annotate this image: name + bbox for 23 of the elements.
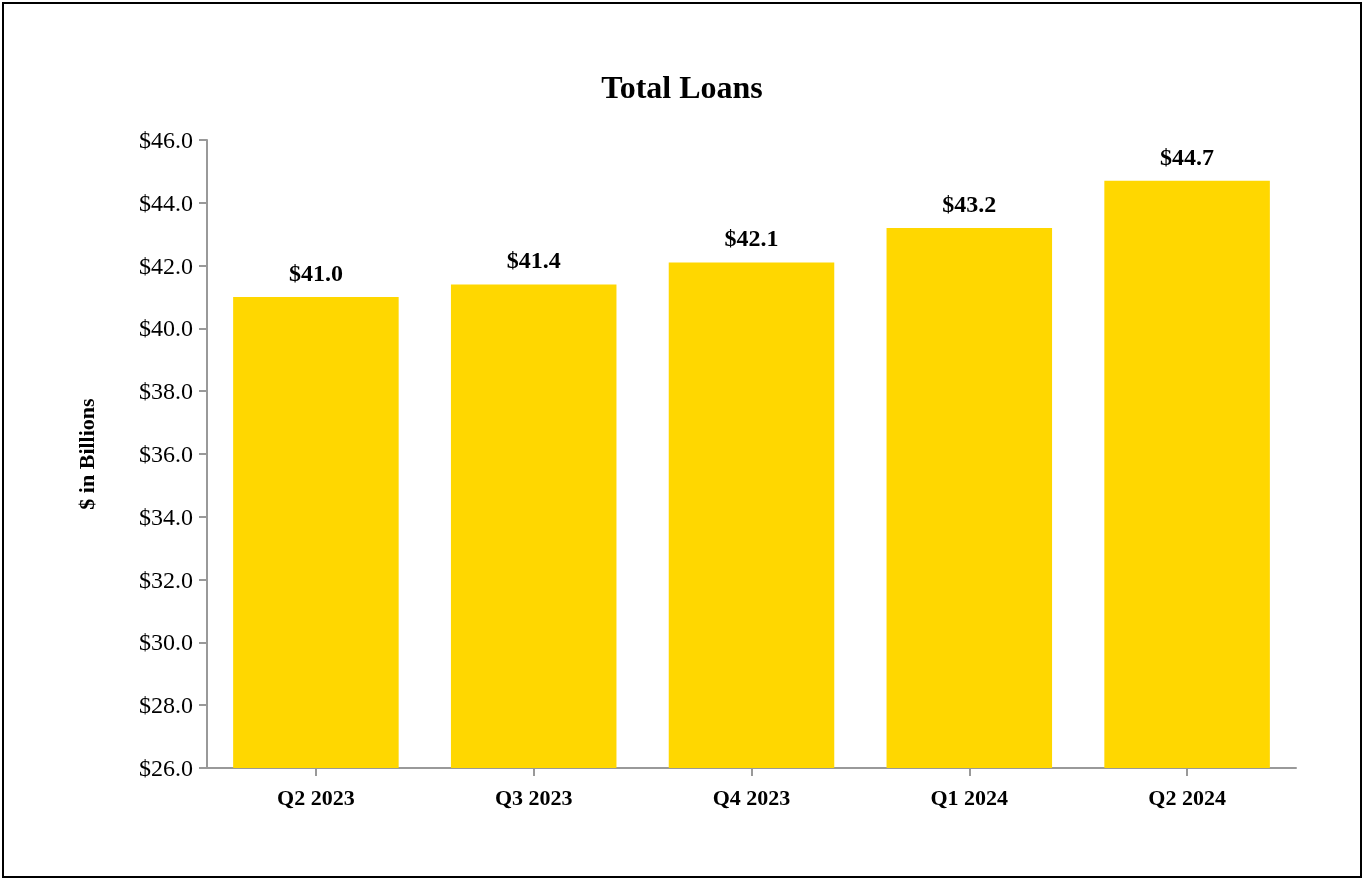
x-tick-label: Q2 2023	[277, 784, 355, 810]
y-tick-label: $34.0	[139, 503, 193, 530]
y-tick-label: $36.0	[139, 441, 193, 467]
y-tick-label: $44.0	[139, 189, 193, 216]
x-tick-label: Q4 2023	[712, 784, 791, 810]
x-tick-label: Q2 2024	[1148, 784, 1226, 810]
y-tick-label: $32.0	[139, 566, 193, 593]
x-tick-label: Q3 2023	[494, 784, 573, 810]
y-tick-label: $46.0	[139, 127, 193, 153]
x-tick-label: Q1 2024	[930, 784, 1009, 810]
data-label: $41.0	[288, 260, 343, 286]
data-label: $43.2	[942, 190, 997, 217]
y-tick-label: $28.0	[139, 692, 193, 719]
y-tick-label: $26.0	[139, 755, 193, 781]
data-label: $44.7	[1160, 143, 1215, 170]
chart-title: Total Loans	[601, 69, 763, 105]
y-tick-label: $40.0	[139, 315, 193, 342]
y-tick-label: $30.0	[139, 629, 193, 656]
y-tick-label: $38.0	[139, 378, 193, 405]
data-label: $42.1	[724, 225, 779, 252]
y-axis-title: $ in Billions	[73, 397, 99, 510]
y-tick-label: $42.0	[139, 252, 193, 279]
data-label: $41.4	[506, 247, 561, 274]
